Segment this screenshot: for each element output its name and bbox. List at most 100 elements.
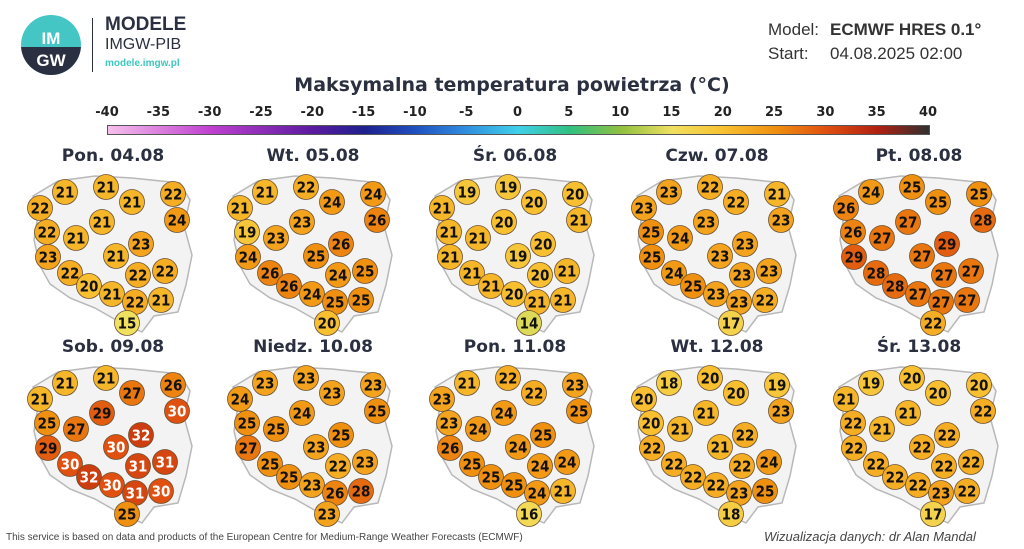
station-temperature: 24: [558, 454, 577, 472]
station-temperature: 22: [935, 458, 954, 476]
station-temperature: 22: [61, 265, 80, 283]
station-marker: [882, 464, 908, 490]
station-temperature: 23: [772, 403, 791, 421]
station-temperature: 32: [80, 469, 99, 487]
station-temperature: 22: [684, 469, 703, 487]
station-temperature: 30: [107, 439, 126, 457]
station-marker: [454, 370, 480, 396]
station-marker: [103, 243, 129, 269]
station-temperature: 24: [531, 458, 550, 476]
svg-text:GW: GW: [36, 51, 66, 70]
station-marker: [319, 380, 345, 406]
station-temperature: 26: [368, 212, 387, 230]
station-temperature: 29: [93, 405, 112, 423]
station-marker: [723, 189, 749, 215]
station-temperature: 20: [903, 370, 922, 388]
station-marker: [899, 174, 925, 200]
station-marker: [841, 244, 867, 270]
station-temperature: 23: [318, 506, 337, 524]
station-marker: [235, 435, 261, 461]
station-marker: [459, 260, 485, 286]
station-marker: [661, 260, 687, 286]
station-temperature: 21: [97, 370, 116, 388]
station-marker: [252, 370, 278, 396]
station-marker: [667, 416, 693, 442]
station-marker: [495, 174, 521, 200]
station-temperature: 27: [67, 421, 86, 439]
station-marker: [920, 310, 946, 336]
station-temperature: 23: [660, 184, 679, 202]
station-marker: [521, 189, 547, 215]
station-marker: [429, 386, 455, 412]
station-marker: [732, 422, 758, 448]
station-temperature: 19: [862, 375, 881, 393]
station-marker: [863, 451, 889, 477]
station-temperature: 20: [566, 186, 585, 204]
station-temperature: 22: [38, 224, 57, 242]
station-temperature: 22: [938, 427, 957, 445]
station-temperature: 30: [152, 483, 171, 501]
station-temperature: 30: [103, 477, 122, 495]
station-marker: [99, 281, 125, 307]
station-marker: [328, 422, 354, 448]
station-temperature: 25: [929, 194, 948, 212]
station-temperature: 22: [665, 456, 684, 474]
chart-title: Maksymalna temperatura powietrza (°C): [294, 74, 730, 96]
station-marker: [57, 260, 83, 286]
station-marker: [478, 273, 504, 299]
station-temperature: 20: [505, 286, 524, 304]
colorbar-tick-label: -10: [403, 105, 427, 120]
station-temperature: 25: [970, 186, 989, 204]
station-temperature: 21: [873, 421, 892, 439]
station-temperature: 14: [520, 315, 539, 333]
colorbar-tick-label: -35: [146, 105, 171, 120]
station-marker: [276, 464, 302, 490]
station-marker: [554, 449, 580, 475]
imgw-logo: IM GW: [21, 15, 81, 75]
station-temperature: 28: [867, 265, 886, 283]
station-marker: [934, 231, 960, 257]
station-temperature: 23: [733, 267, 752, 285]
model-value: ECMWF HRES 0.1°: [830, 20, 982, 39]
station-temperature: 21: [768, 186, 787, 204]
station-marker: [328, 231, 354, 257]
station-temperature: 23: [256, 375, 275, 393]
station-temperature: 27: [909, 286, 928, 304]
station-marker: [152, 258, 178, 284]
station-temperature: 25: [643, 249, 662, 267]
station-marker: [495, 365, 521, 391]
station-temperature: 21: [711, 439, 730, 457]
station-temperature: 25: [267, 421, 286, 439]
logo-divider: [92, 18, 93, 72]
station-marker: [128, 231, 154, 257]
station-temperature: 19: [499, 179, 518, 197]
station-marker: [299, 472, 325, 498]
station-temperature: 23: [132, 236, 151, 254]
station-marker: [680, 464, 706, 490]
station-temperature: 20: [635, 391, 654, 409]
station-marker: [756, 449, 782, 475]
station-marker: [895, 400, 921, 426]
station-temperature: 24: [665, 265, 684, 283]
station-marker: [52, 370, 78, 396]
station-temperature: 25: [118, 506, 137, 524]
station-temperature: 24: [168, 212, 187, 230]
station-marker: [303, 243, 329, 269]
station-marker: [732, 231, 758, 257]
station-marker: [505, 243, 531, 269]
station-temperature: 18: [660, 375, 679, 393]
station-temperature: 25: [307, 248, 326, 266]
station-temperature: 26: [164, 377, 183, 395]
station-temperature: 25: [356, 263, 375, 281]
brand-url[interactable]: modele.imgw.pl: [105, 58, 180, 69]
station-marker: [160, 181, 186, 207]
station-marker: [57, 451, 83, 477]
colorbar-tick-label: 25: [765, 105, 784, 120]
station-marker: [325, 453, 351, 479]
station-temperature: 21: [103, 286, 122, 304]
station-temperature: 21: [899, 405, 918, 423]
station-temperature: 24: [329, 267, 348, 285]
station-marker: [639, 244, 665, 270]
